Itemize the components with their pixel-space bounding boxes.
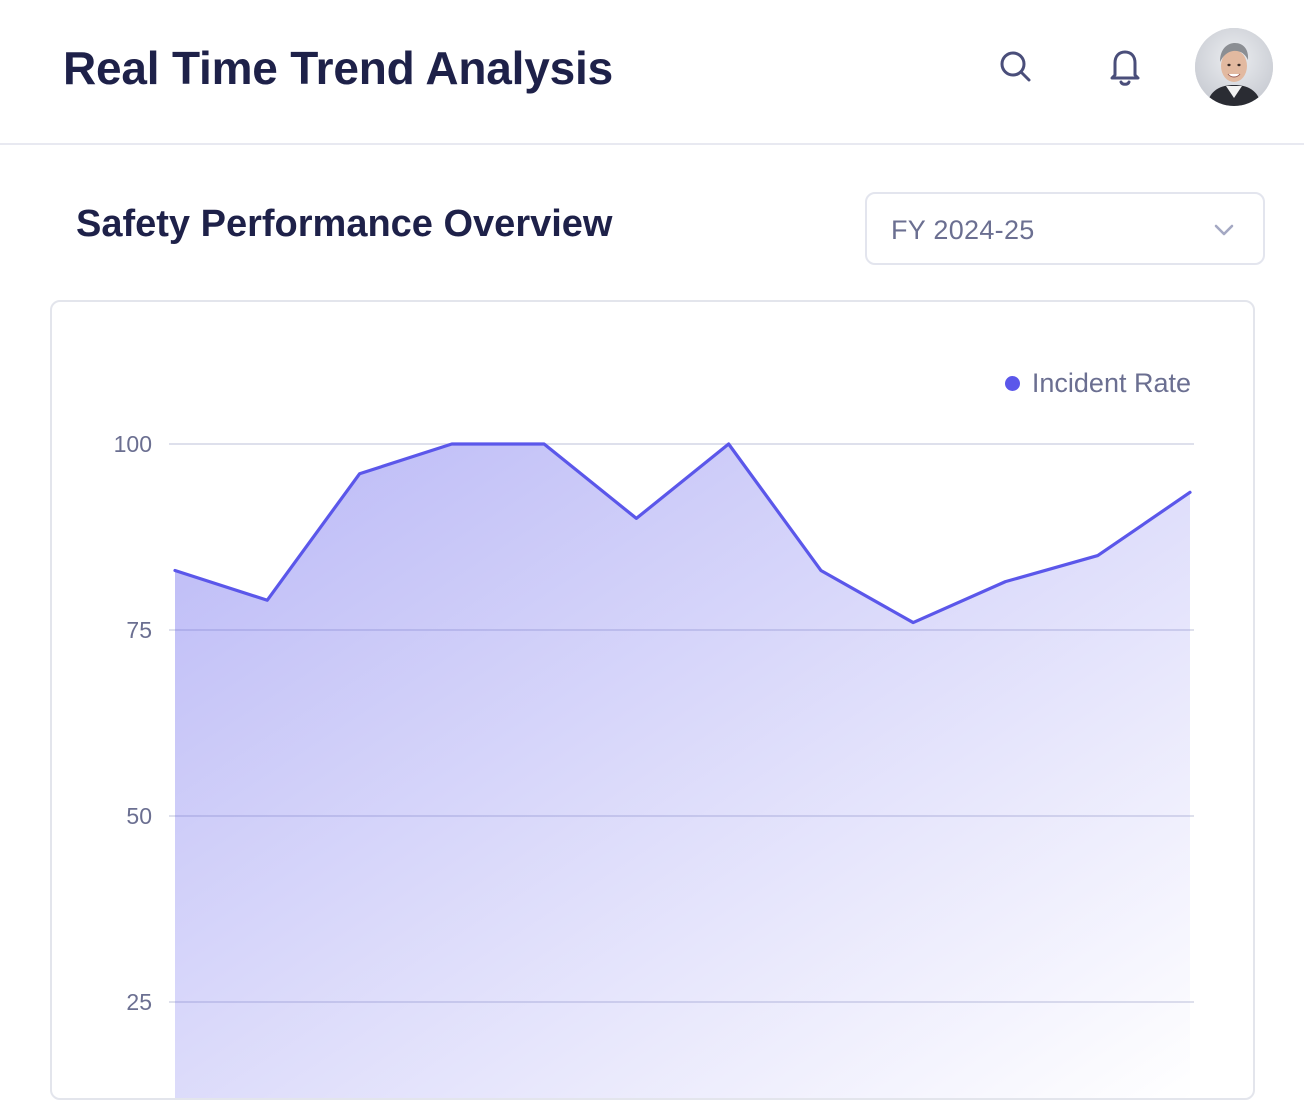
page-title: Real Time Trend Analysis <box>63 42 613 94</box>
search-icon <box>1000 51 1031 82</box>
user-avatar-icon <box>1195 28 1273 106</box>
period-select-value: FY 2024-25 <box>891 215 1035 245</box>
y-tick-label-100: 100 <box>114 431 152 457</box>
top-header: Real Time Trend Analysis <box>0 0 1304 145</box>
search-button[interactable] <box>990 41 1042 93</box>
chart-card: 25 50 75 100 Incident Rate <box>50 300 1255 1100</box>
legend-label: Incident Rate <box>1031 368 1191 398</box>
incident-rate-line <box>173 442 1192 625</box>
chart-legend: Incident Rate <box>1004 366 1191 400</box>
legend-dot <box>1004 375 1020 391</box>
y-tick-label-75: 75 <box>126 617 152 643</box>
section-title: Safety Performance Overview <box>76 203 613 245</box>
bell-icon <box>1110 50 1140 86</box>
avatar[interactable] <box>1195 28 1273 106</box>
incident-rate-area <box>175 444 1190 1098</box>
y-tick-label-50: 50 <box>126 803 152 829</box>
notifications-button[interactable] <box>1099 41 1151 93</box>
period-select[interactable]: FY 2024-25 <box>865 192 1265 265</box>
y-tick-label-25: 25 <box>126 989 152 1015</box>
incident-rate-chart: 25 50 75 100 <box>114 431 1194 1098</box>
chevron-down-icon <box>1214 224 1234 236</box>
